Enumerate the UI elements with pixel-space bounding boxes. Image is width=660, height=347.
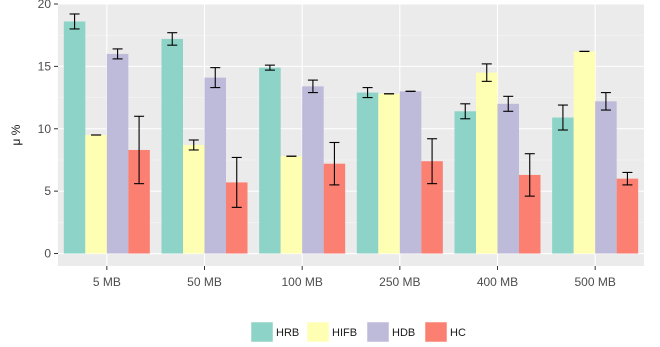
error-bar bbox=[622, 171, 633, 186]
bar-hifb bbox=[573, 51, 596, 254]
bar-hifb bbox=[378, 93, 400, 254]
legend-key bbox=[250, 321, 274, 343]
legend-key bbox=[306, 321, 330, 343]
bar-hdb bbox=[106, 53, 129, 254]
error-bar bbox=[600, 92, 611, 111]
bar-hrb bbox=[259, 67, 281, 254]
bar-hc bbox=[226, 182, 248, 254]
bar-hrb bbox=[63, 21, 86, 254]
y-axis-title: μ % bbox=[9, 124, 23, 145]
legend-label: HC bbox=[450, 327, 466, 339]
bar-hdb bbox=[595, 101, 617, 254]
x-axis: 5 MB 50 MB 100 MB 250 MB 400 MB 500 MB bbox=[93, 266, 616, 289]
x-tick-label: 50 MB bbox=[187, 275, 222, 289]
y-tick-label: 5 bbox=[44, 184, 51, 198]
bar-hrb bbox=[161, 38, 183, 254]
error-bar bbox=[329, 141, 340, 186]
error-bar bbox=[524, 153, 535, 197]
error-bar bbox=[167, 32, 178, 46]
error-bar bbox=[503, 95, 514, 112]
error-bar bbox=[69, 13, 80, 30]
y-tick-label: 10 bbox=[38, 122, 52, 136]
error-bar bbox=[210, 67, 221, 89]
legend-key bbox=[424, 321, 448, 343]
error-bar bbox=[460, 103, 471, 120]
legend-label: HRB bbox=[276, 327, 299, 339]
error-bar bbox=[427, 138, 438, 185]
bar-hc bbox=[323, 163, 346, 254]
bars bbox=[63, 21, 639, 254]
error-bar bbox=[264, 64, 275, 71]
bar-hc bbox=[128, 149, 150, 254]
bar-hc bbox=[519, 174, 541, 254]
x-tick-label: 500 MB bbox=[574, 275, 615, 289]
legend-item-hifb: HIFB bbox=[306, 321, 357, 343]
error-bar bbox=[188, 139, 199, 151]
legend-key bbox=[366, 321, 390, 343]
x-tick-label: 100 MB bbox=[281, 275, 322, 289]
x-tick-label: 400 MB bbox=[477, 275, 518, 289]
legend: HRB HIFB HDB HC bbox=[250, 321, 466, 343]
bar-hifb bbox=[183, 144, 205, 254]
error-bar bbox=[307, 79, 318, 94]
error-bar bbox=[481, 63, 492, 82]
error-bar bbox=[362, 87, 373, 99]
bar-hrb bbox=[454, 111, 476, 254]
bar-hdb bbox=[497, 103, 519, 254]
bar-hrb bbox=[552, 117, 574, 254]
bar-hdb bbox=[302, 86, 324, 254]
y-tick-label: 20 bbox=[38, 0, 52, 11]
bar-hifb bbox=[280, 156, 303, 254]
bar-hifb bbox=[85, 135, 107, 254]
legend-item-hc: HC bbox=[424, 321, 466, 343]
bar-hifb bbox=[476, 72, 498, 254]
legend-label: HIFB bbox=[332, 327, 357, 339]
x-tick-label: 5 MB bbox=[93, 275, 121, 289]
y-axis: 0 5 10 15 20 bbox=[38, 0, 58, 261]
bar-hdb bbox=[399, 91, 422, 254]
y-tick-label: 15 bbox=[38, 59, 52, 73]
bar-hdb bbox=[204, 77, 226, 254]
error-bar bbox=[112, 48, 123, 60]
error-bar bbox=[557, 104, 568, 131]
bar-hc bbox=[421, 161, 443, 254]
error-bar bbox=[134, 115, 145, 185]
bar-hc bbox=[616, 178, 639, 254]
grid-minor bbox=[58, 34, 644, 223]
y-tick-label: 0 bbox=[44, 247, 51, 261]
x-tick-label: 250 MB bbox=[379, 275, 420, 289]
error-bars bbox=[69, 13, 633, 208]
legend-label: HDB bbox=[392, 327, 415, 339]
error-bar bbox=[231, 156, 242, 208]
legend-item-hdb: HDB bbox=[366, 321, 415, 343]
legend-item-hrb: HRB bbox=[250, 321, 299, 343]
bar-hrb bbox=[356, 92, 379, 254]
